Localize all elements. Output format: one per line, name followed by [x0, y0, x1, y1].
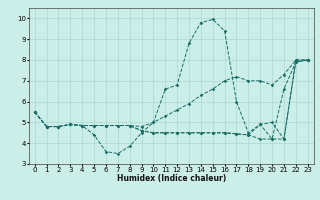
X-axis label: Humidex (Indice chaleur): Humidex (Indice chaleur): [116, 174, 226, 183]
